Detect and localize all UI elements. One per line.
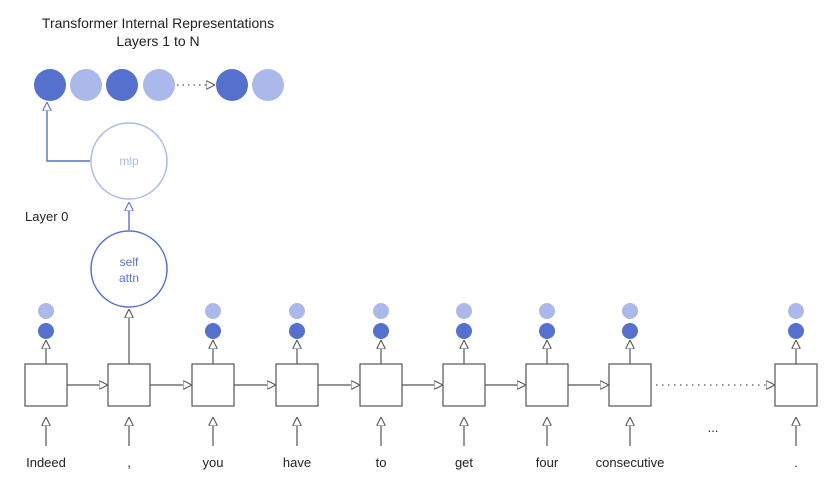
self-attn-label-line-1: self <box>120 255 139 269</box>
token-dot-dark <box>456 323 472 339</box>
token-dot-dark <box>622 323 638 339</box>
token-box <box>107 363 151 407</box>
token-box <box>442 363 486 407</box>
token-dot-dark <box>289 323 305 339</box>
token-box <box>525 363 569 407</box>
title-line-1: Transformer Internal Representations <box>42 15 274 31</box>
self-attn-label-line-2: attn <box>119 271 139 285</box>
token-label: you <box>203 455 224 470</box>
mlp-to-representation-arrow <box>47 103 90 162</box>
representation-dot-light <box>252 69 284 101</box>
token-label: consecutive <box>596 455 665 470</box>
representation-dot-light <box>143 69 175 101</box>
token-label: get <box>455 455 473 470</box>
token-label: Indeed <box>26 455 66 470</box>
token-dot-light <box>788 303 804 319</box>
token-label: . <box>794 455 798 470</box>
token-label: have <box>283 455 311 470</box>
token-dot-dark <box>373 323 389 339</box>
title-line-2: Layers 1 to N <box>116 33 199 49</box>
token-box <box>191 363 235 407</box>
token-label: to <box>376 455 387 470</box>
self-attn-node <box>90 230 168 308</box>
token-dot-light <box>622 303 638 319</box>
token-label: four <box>536 455 559 470</box>
token-ellipsis: ... <box>708 420 719 435</box>
representation-dot-light <box>70 69 102 101</box>
token-box <box>275 363 319 407</box>
token-dot-dark <box>205 323 221 339</box>
token-label: , <box>127 455 131 470</box>
token-dot-dark <box>539 323 555 339</box>
token-columns: Indeed , you have to get <box>24 303 818 470</box>
token-box <box>608 363 652 407</box>
token-dot-light <box>205 303 221 319</box>
token-dot-light <box>38 303 54 319</box>
mlp-label: mlp <box>119 154 139 168</box>
token-dot-dark <box>38 323 54 339</box>
token-box <box>359 363 403 407</box>
token-box <box>774 363 818 407</box>
representation-dot-dark <box>106 69 138 101</box>
representation-dot-dark <box>216 69 248 101</box>
token-dot-light <box>456 303 472 319</box>
mlp-node <box>90 122 168 200</box>
token-dot-light <box>539 303 555 319</box>
token-dot-dark <box>788 323 804 339</box>
representation-dot-dark <box>34 69 66 101</box>
layer-0-label: Layer 0 <box>25 209 68 224</box>
token-dot-light <box>373 303 389 319</box>
token-box <box>24 363 68 407</box>
token-dot-light <box>289 303 305 319</box>
representation-row <box>34 69 284 101</box>
